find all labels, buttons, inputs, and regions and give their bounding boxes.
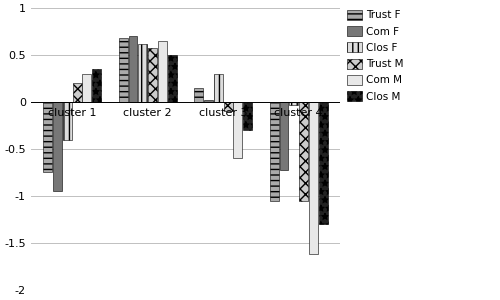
Text: cluster 1: cluster 1 xyxy=(48,108,96,118)
Bar xyxy=(290,102,298,105)
Bar xyxy=(280,102,288,170)
Bar xyxy=(319,102,328,224)
Bar xyxy=(234,102,242,158)
Bar xyxy=(168,55,176,102)
Bar xyxy=(43,102,52,172)
Bar xyxy=(158,41,167,102)
Bar xyxy=(138,44,147,102)
Legend: Trust F, Com F, Clos F, Trust M, Com M, Clos M: Trust F, Com F, Clos F, Trust M, Com M, … xyxy=(346,8,406,104)
Bar xyxy=(63,102,72,140)
Bar xyxy=(204,100,213,102)
Bar xyxy=(244,102,252,130)
Bar xyxy=(148,48,157,102)
Bar xyxy=(214,74,222,102)
Bar xyxy=(53,102,62,191)
Bar xyxy=(224,102,232,111)
Bar xyxy=(92,69,101,102)
Bar xyxy=(82,74,92,102)
Bar xyxy=(128,36,138,102)
Bar xyxy=(72,83,82,102)
Bar xyxy=(309,102,318,254)
Bar xyxy=(299,102,308,201)
Text: cluster 2: cluster 2 xyxy=(124,108,172,118)
Bar xyxy=(194,88,203,102)
Bar xyxy=(118,38,128,102)
Bar xyxy=(270,102,278,201)
Text: cluster 3: cluster 3 xyxy=(199,108,248,118)
Text: cluster 4: cluster 4 xyxy=(274,108,323,118)
